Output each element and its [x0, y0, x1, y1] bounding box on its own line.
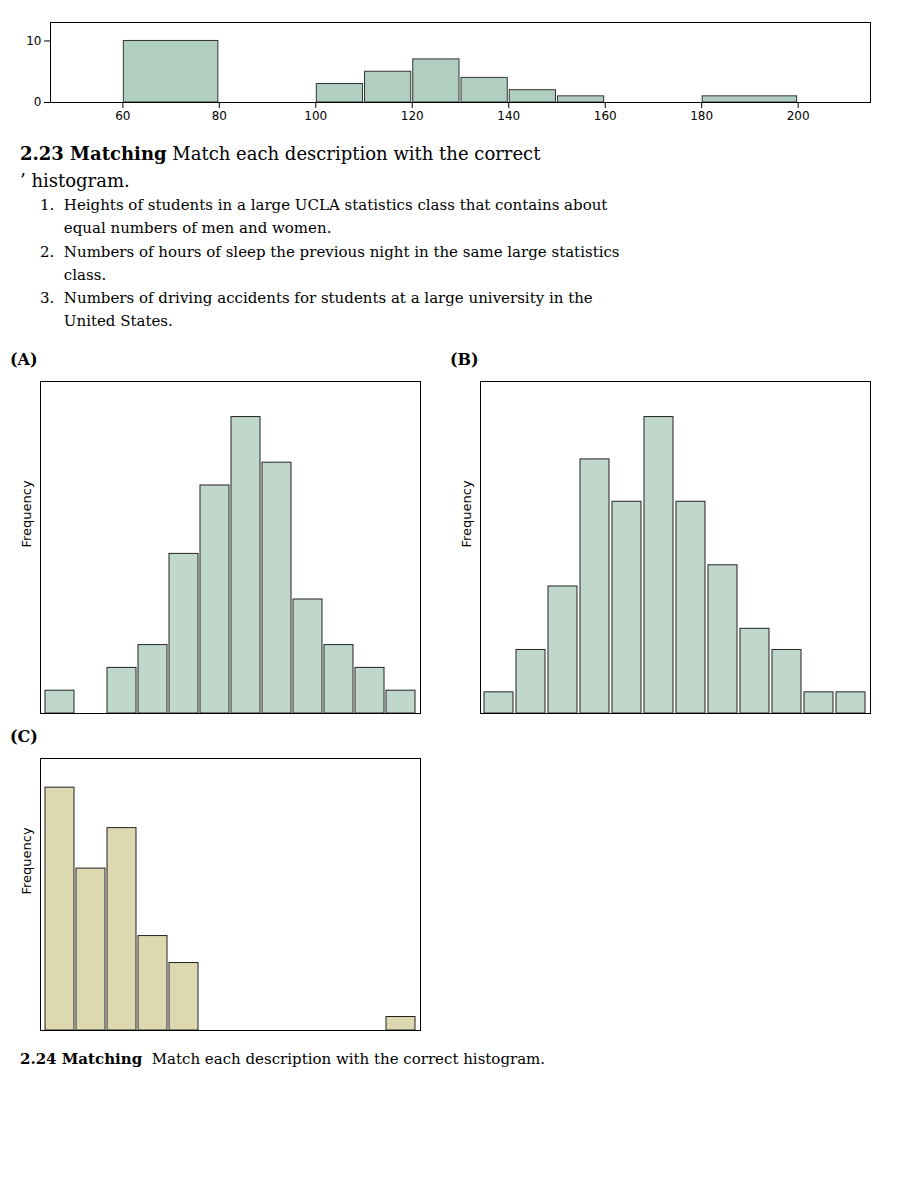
svg-text:160: 160 — [594, 109, 617, 123]
svg-text:Frequency: Frequency — [19, 827, 34, 894]
html-text:class.: class. — [40, 265, 107, 284]
svg-text:200: 200 — [787, 109, 810, 123]
svg-text:10: 10 — [26, 34, 41, 48]
html-text:(B): (B) — [450, 349, 479, 369]
html-text:(C): (C) — [10, 726, 38, 746]
svg-text:180: 180 — [690, 109, 713, 123]
html-text:2.23 Matching Match each descr: 2.23 Matching Match each description wit… — [20, 143, 541, 164]
html-text:2. Numbers of hours of sleep t: 2. Numbers of hours of sleep the previou… — [40, 242, 620, 261]
svg-text:Frequency: Frequency — [459, 480, 474, 547]
svg-text:120: 120 — [401, 109, 424, 123]
html-text:1. Heights of students in a la: 1. Heights of students in a large UCLA s… — [40, 196, 608, 214]
svg-text:0: 0 — [34, 95, 42, 109]
svg-text:60: 60 — [115, 109, 130, 123]
html-text:2.24 Matching Match each descr: 2.24 Matching Match each description wit… — [20, 1049, 546, 1068]
html-text:(A): (A) — [10, 349, 38, 369]
svg-text:80: 80 — [212, 109, 227, 123]
svg-text:140: 140 — [497, 109, 520, 123]
svg-text:Frequency: Frequency — [19, 480, 34, 547]
html-text:3. Numbers of driving accident: 3. Numbers of driving accidents for stud… — [40, 289, 593, 307]
svg-text:100: 100 — [304, 109, 327, 123]
html-text:’ histogram.: ’ histogram. — [20, 170, 130, 191]
html-text:United States.: United States. — [40, 312, 173, 331]
html-text:equal numbers of men and women: equal numbers of men and women. — [40, 219, 332, 238]
